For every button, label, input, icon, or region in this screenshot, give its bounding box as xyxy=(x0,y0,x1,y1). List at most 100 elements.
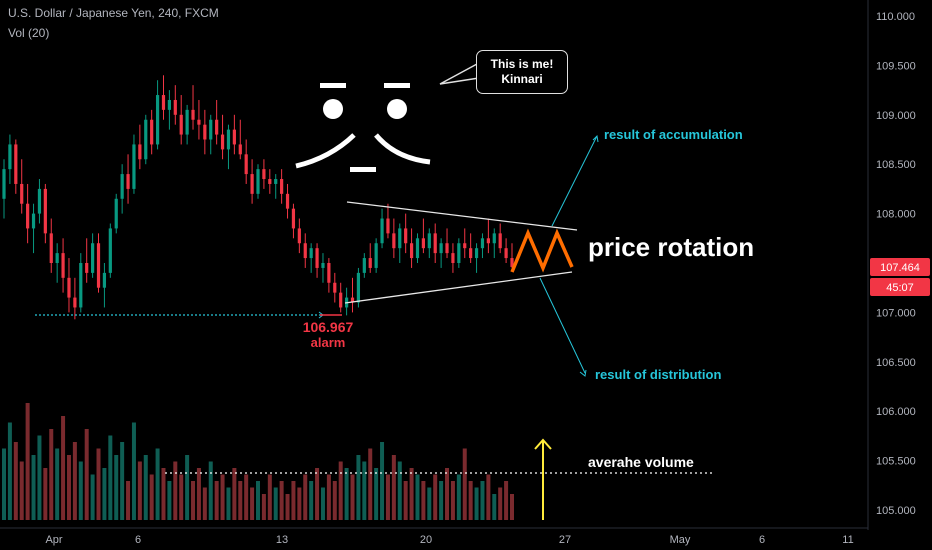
volume-bar xyxy=(421,481,426,520)
candle-body xyxy=(108,228,112,273)
candle-body xyxy=(8,144,12,170)
candle-body xyxy=(451,253,455,263)
candle-body xyxy=(2,169,6,199)
candle-body xyxy=(185,109,189,135)
accumulation-arrowhead xyxy=(592,134,599,143)
volume-bar xyxy=(173,461,178,520)
volume-bar xyxy=(196,468,201,520)
candle-body xyxy=(504,248,508,259)
volume-indicator-label[interactable]: Vol (20) xyxy=(8,26,50,40)
volume-bar xyxy=(208,461,213,520)
candle-body xyxy=(215,119,219,135)
candle-body xyxy=(415,238,420,259)
volume-bar xyxy=(338,461,343,520)
volume-bar xyxy=(61,416,66,520)
volume-bar xyxy=(474,487,479,520)
volume-bar xyxy=(267,474,272,520)
volume-bar xyxy=(315,468,320,520)
candle-body xyxy=(492,233,496,244)
candle-body xyxy=(250,174,254,194)
candle-body xyxy=(91,243,95,273)
time-tick-label: 6 xyxy=(759,534,765,546)
volume-bar xyxy=(2,448,6,520)
candle-body xyxy=(37,188,42,214)
volume-bar xyxy=(403,481,408,520)
volume-bar xyxy=(185,455,190,520)
candle-body xyxy=(49,233,53,263)
volume-layer xyxy=(2,403,514,520)
volume-bar xyxy=(433,474,438,520)
last-price-label: 107.464 xyxy=(880,262,920,274)
volume-bar xyxy=(19,461,24,520)
candle-body xyxy=(409,243,414,259)
speech-bubble: This is me! Kinnari xyxy=(476,50,568,94)
volume-bar xyxy=(43,468,48,520)
candle-body xyxy=(262,169,266,180)
candle-body xyxy=(26,203,30,229)
candle-body xyxy=(256,169,260,194)
face-doodle xyxy=(295,83,431,172)
accumulation-text: result of accumulation xyxy=(604,127,743,142)
volume-bar xyxy=(179,474,184,520)
candle-body xyxy=(132,144,136,189)
candle-body xyxy=(280,179,284,194)
price-tick-label: 109.000 xyxy=(876,110,916,122)
volume-bar xyxy=(143,455,148,520)
time-tick-label: Apr xyxy=(45,534,62,546)
candle-body xyxy=(486,238,490,244)
volume-bar xyxy=(37,435,42,520)
candles-layer xyxy=(2,75,514,320)
volume-bar xyxy=(456,474,461,520)
candle-body xyxy=(386,218,390,234)
volume-bar xyxy=(374,468,379,520)
candle-body xyxy=(380,218,384,244)
candle-body xyxy=(291,208,296,229)
volume-bar xyxy=(55,448,60,520)
volume-bar xyxy=(285,494,290,520)
volume-bar xyxy=(131,422,136,520)
candle-body xyxy=(392,233,396,249)
volume-bar xyxy=(415,474,420,520)
bubble-tail xyxy=(439,63,480,85)
bubble-line-2: Kinnari xyxy=(501,72,543,86)
volume-bar xyxy=(480,481,485,520)
candle-body xyxy=(433,233,437,254)
candle-body xyxy=(232,129,236,145)
price-tick-label: 109.500 xyxy=(876,60,916,72)
volume-bar xyxy=(90,474,95,520)
volume-bar xyxy=(309,481,314,520)
volume-bar xyxy=(137,461,142,520)
candle-body xyxy=(144,119,148,160)
price-tick-label: 108.000 xyxy=(876,209,916,221)
volume-bar xyxy=(332,481,337,520)
candle-body xyxy=(79,263,83,308)
volume-bar xyxy=(25,403,30,520)
candle-body xyxy=(179,114,183,135)
right-eye xyxy=(387,99,407,119)
volume-bar xyxy=(250,487,255,520)
volume-bar xyxy=(303,474,308,520)
candle-body xyxy=(209,119,213,140)
time-axis: Apr 6 13 20 27 May 6 11 xyxy=(45,534,853,546)
candle-body xyxy=(244,154,248,175)
volume-bar xyxy=(120,442,125,520)
volume-bar xyxy=(84,429,89,520)
candle-body xyxy=(268,179,272,184)
volume-bar xyxy=(261,494,266,520)
candle-body xyxy=(445,243,449,254)
volume-bar xyxy=(320,487,325,520)
rotation-text: price rotation xyxy=(588,232,754,262)
volume-bar xyxy=(273,487,278,520)
distribution-arrowhead xyxy=(579,369,587,377)
candle-body xyxy=(327,263,331,283)
rotation-zigzag xyxy=(510,228,574,273)
distribution-arrow xyxy=(539,277,586,374)
price-tick-label: 105.000 xyxy=(876,505,916,517)
volume-bar xyxy=(226,487,231,520)
candle-body xyxy=(155,95,160,145)
volume-bar xyxy=(214,481,219,520)
price-tick-label: 106.000 xyxy=(876,406,916,418)
candle-body xyxy=(126,174,130,189)
volume-bar xyxy=(108,435,113,520)
